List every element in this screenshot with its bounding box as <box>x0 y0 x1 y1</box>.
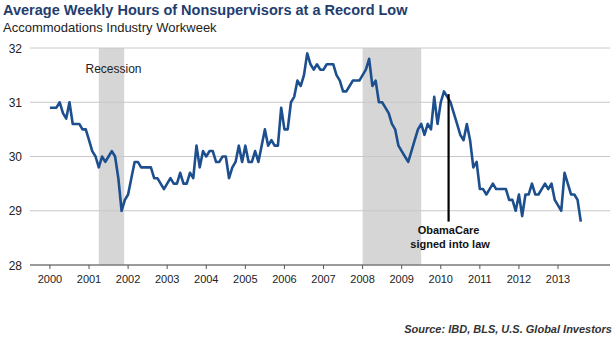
grid-line <box>30 48 610 49</box>
x-tick <box>284 265 285 269</box>
recession-label: Recession <box>85 62 141 76</box>
source: Source: IBD, BLS, U.S. Global Investors <box>404 323 612 335</box>
y-tick-label: 30 <box>9 150 23 164</box>
x-tick <box>323 265 324 269</box>
x-tick <box>479 265 480 269</box>
chart-svg: Average Weekly Hours of Nonsupervisors a… <box>0 0 616 345</box>
y-tick-label: 31 <box>9 96 23 110</box>
x-tick-label: 2010 <box>429 273 453 285</box>
x-tick <box>167 265 168 269</box>
y-tick-label: 32 <box>9 42 23 56</box>
x-tick <box>206 265 207 269</box>
x-tick-label: 2012 <box>507 273 531 285</box>
x-tick-label: 2002 <box>116 273 140 285</box>
x-tick-label: 2001 <box>77 273 101 285</box>
annotation-line-1: ObamaCare <box>418 224 480 236</box>
y-tick-label: 28 <box>9 259 23 273</box>
x-tick <box>401 265 402 269</box>
y-tick-label: 29 <box>9 204 23 218</box>
x-tick-label: 2011 <box>468 273 492 285</box>
subtitle: Accommodations Industry Workweek <box>3 20 217 35</box>
x-tick-label: 2006 <box>272 273 296 285</box>
series-group <box>50 53 581 221</box>
x-tick <box>245 265 246 269</box>
grid-line <box>30 156 610 157</box>
x-tick-label: 2000 <box>38 273 62 285</box>
data-line <box>50 53 581 221</box>
x-tick <box>518 265 519 269</box>
x-tick-label: 2005 <box>233 273 257 285</box>
x-tick-label: 2004 <box>194 273 218 285</box>
grid-line <box>30 265 610 266</box>
annotation-text: ObamaCare signed into law <box>407 224 490 250</box>
x-tick-label: 2003 <box>155 273 179 285</box>
x-axis-line <box>30 265 610 266</box>
x-tick-label: 2007 <box>311 273 335 285</box>
annotation-line <box>447 94 449 221</box>
grid-line <box>30 102 610 103</box>
x-tick-label: 2008 <box>350 273 374 285</box>
title: Average Weekly Hours of Nonsupervisors a… <box>3 2 408 18</box>
x-tick-label: 2013 <box>546 273 570 285</box>
x-tick <box>558 265 559 269</box>
x-tick <box>362 265 363 269</box>
x-tick <box>128 265 129 269</box>
x-tick <box>89 265 90 269</box>
x-tick <box>440 265 441 269</box>
x-tick-label: 2009 <box>389 273 413 285</box>
chart-container: Average Weekly Hours of Nonsupervisors a… <box>0 0 616 345</box>
x-tick <box>49 265 50 269</box>
annotation-line-2: signed into law <box>407 238 490 250</box>
